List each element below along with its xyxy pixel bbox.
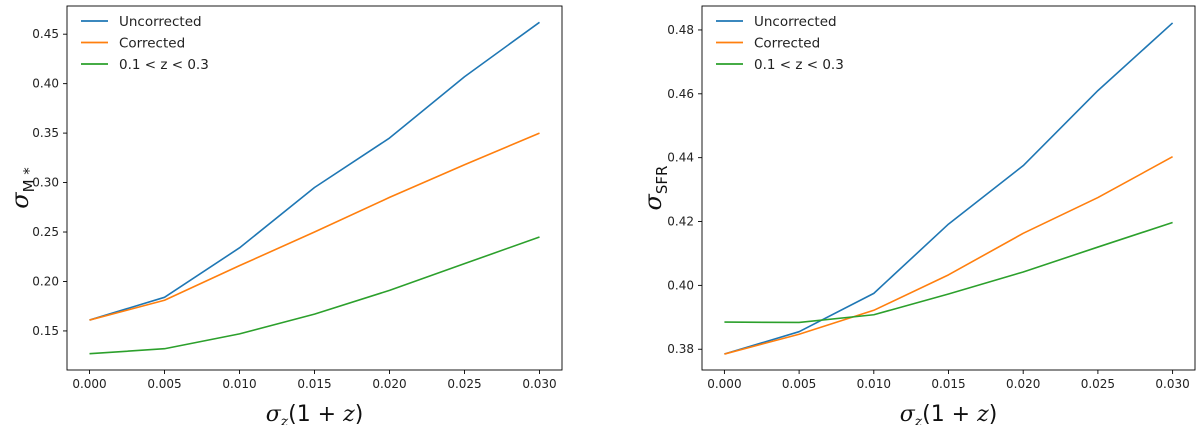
x-tick-label: 0.025 <box>447 377 481 391</box>
x-tick-label: 0.010 <box>857 377 891 391</box>
y-tick-label: 0.38 <box>667 342 694 356</box>
x-tick-label: 0.030 <box>522 377 556 391</box>
x-axis-label: σz(1 + z) <box>266 402 364 425</box>
y-tick-label: 0.46 <box>667 87 694 101</box>
x-tick-label: 0.015 <box>931 377 965 391</box>
y-tick-label: 0.25 <box>32 225 59 239</box>
y-axis-label: σSFR <box>639 166 671 211</box>
y-tick-label: 0.42 <box>667 215 694 229</box>
y-tick-label: 0.44 <box>667 151 694 165</box>
series-line-2 <box>89 132 540 321</box>
series-line-1 <box>724 22 1174 355</box>
x-tick-label: 0.020 <box>1006 377 1040 391</box>
y-tick-label: 0.20 <box>32 274 59 288</box>
y-tick-label: 0.45 <box>32 27 59 41</box>
y-axis-label: σM * <box>6 167 38 209</box>
series-line-3 <box>724 221 1173 324</box>
x-tick-label: 0.005 <box>782 377 816 391</box>
series-line-3 <box>89 236 540 355</box>
x-tick-label: 0.005 <box>147 377 181 391</box>
y-tick-label: 0.15 <box>32 324 59 338</box>
legend-label: Corrected <box>119 36 185 52</box>
y-tick-label: 0.40 <box>32 77 59 91</box>
x-tick-label: 0.000 <box>707 377 741 391</box>
y-tick-label: 0.30 <box>32 176 59 190</box>
legend-label: 0.1 < z < 0.3 <box>119 57 209 73</box>
x-tick-label: 0.015 <box>297 377 331 391</box>
y-tick-label: 0.40 <box>667 278 694 292</box>
chart-1: 0.000 0.005 0.010 0.015 0.020 0.025 0.030 0.15 0… <box>6 5 563 425</box>
x-tick-label: 0.030 <box>1155 377 1189 391</box>
chart-2: 0.000 0.005 0.010 0.015 0.020 0.025 0.030 0.38 0… <box>639 5 1196 425</box>
legend-label: Uncorrected <box>119 14 202 30</box>
series-line-2 <box>724 156 1173 355</box>
series-line-1 <box>89 21 540 321</box>
y-tick-label: 0.48 <box>667 23 694 37</box>
x-tick-label: 0.020 <box>372 377 406 391</box>
x-tick-label: 0.025 <box>1081 377 1115 391</box>
y-tick-label: 0.35 <box>32 126 59 140</box>
legend-label: 0.1 < z < 0.3 <box>754 57 844 73</box>
x-tick-label: 0.010 <box>222 377 256 391</box>
x-tick-label: 0.000 <box>72 377 106 391</box>
x-axis-label: σz(1 + z) <box>900 402 998 425</box>
legend-label: Corrected <box>754 36 820 52</box>
legend-label: Uncorrected <box>754 14 837 30</box>
